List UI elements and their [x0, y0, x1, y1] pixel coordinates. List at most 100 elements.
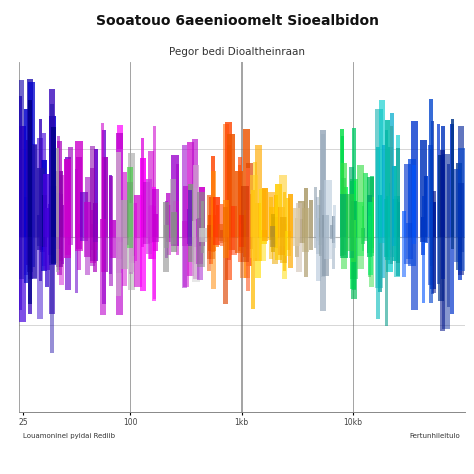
Bar — [183, 186, 189, 237]
Bar — [65, 202, 72, 237]
Bar — [428, 237, 433, 285]
Bar — [285, 230, 291, 237]
Bar — [220, 237, 224, 243]
Bar — [386, 196, 392, 237]
Bar — [458, 126, 464, 237]
Bar — [390, 237, 394, 256]
Bar — [84, 202, 91, 237]
Bar — [350, 179, 357, 237]
Bar — [333, 237, 336, 248]
Bar — [255, 237, 261, 278]
Bar — [80, 191, 88, 237]
Bar — [91, 146, 95, 237]
Bar — [351, 201, 357, 237]
Bar — [243, 129, 250, 237]
Bar — [85, 237, 90, 275]
Bar — [127, 237, 133, 245]
Bar — [19, 96, 22, 237]
Bar — [376, 237, 380, 319]
Bar — [207, 225, 215, 237]
Bar — [193, 237, 199, 279]
Bar — [385, 120, 390, 237]
Bar — [304, 237, 308, 277]
Bar — [368, 237, 374, 275]
Bar — [28, 237, 32, 314]
Bar — [239, 237, 246, 247]
Bar — [429, 237, 433, 266]
Bar — [275, 237, 282, 260]
Bar — [65, 237, 72, 255]
Bar — [143, 182, 150, 237]
Bar — [299, 219, 302, 237]
Bar — [253, 237, 257, 261]
Bar — [42, 237, 46, 266]
Bar — [404, 237, 411, 264]
Bar — [442, 237, 450, 328]
Bar — [127, 237, 133, 248]
Bar — [420, 237, 427, 242]
Bar — [188, 190, 192, 237]
Bar — [458, 237, 464, 252]
Bar — [188, 237, 192, 246]
Bar — [207, 195, 211, 237]
Bar — [457, 182, 464, 237]
Bar — [56, 193, 60, 237]
Bar — [209, 198, 213, 237]
Bar — [55, 148, 59, 237]
Bar — [37, 168, 45, 237]
Bar — [152, 237, 158, 242]
Bar — [378, 237, 382, 292]
Bar — [192, 237, 198, 264]
Bar — [316, 237, 321, 281]
Bar — [285, 237, 291, 256]
Bar — [19, 237, 26, 321]
Bar — [27, 237, 33, 272]
Bar — [279, 175, 287, 237]
Bar — [43, 174, 50, 237]
Bar — [28, 237, 33, 279]
Bar — [192, 139, 198, 237]
Bar — [166, 193, 171, 237]
Bar — [429, 99, 433, 237]
Bar — [404, 164, 411, 237]
Bar — [59, 237, 64, 285]
Bar — [370, 237, 374, 247]
Bar — [48, 237, 53, 255]
Bar — [245, 210, 250, 237]
Bar — [429, 237, 433, 303]
Bar — [316, 237, 321, 254]
Bar — [349, 167, 354, 237]
Bar — [90, 237, 95, 265]
Bar — [42, 237, 47, 246]
Bar — [429, 149, 433, 237]
Bar — [361, 237, 365, 244]
Bar — [302, 208, 310, 237]
Text: Sooatouo 6aeenioomelt Sioealbidon: Sooatouo 6aeenioomelt Sioealbidon — [95, 14, 379, 28]
Bar — [68, 237, 73, 245]
Bar — [117, 164, 122, 237]
Bar — [396, 237, 401, 276]
Bar — [296, 203, 302, 237]
Bar — [363, 173, 368, 237]
Bar — [274, 195, 278, 237]
Bar — [340, 194, 347, 237]
Bar — [259, 237, 266, 261]
Bar — [192, 188, 198, 237]
Bar — [273, 237, 277, 244]
Bar — [148, 206, 155, 237]
Bar — [152, 237, 156, 301]
Bar — [109, 176, 113, 237]
Bar — [223, 200, 229, 237]
Bar — [231, 237, 237, 255]
Bar — [316, 205, 321, 237]
Bar — [370, 176, 374, 237]
Bar — [318, 220, 322, 237]
Bar — [421, 237, 425, 255]
Bar — [241, 237, 249, 263]
Bar — [117, 237, 121, 296]
Bar — [127, 182, 133, 237]
Bar — [255, 145, 262, 237]
Bar — [75, 141, 82, 237]
Bar — [322, 237, 329, 276]
Bar — [411, 237, 419, 310]
